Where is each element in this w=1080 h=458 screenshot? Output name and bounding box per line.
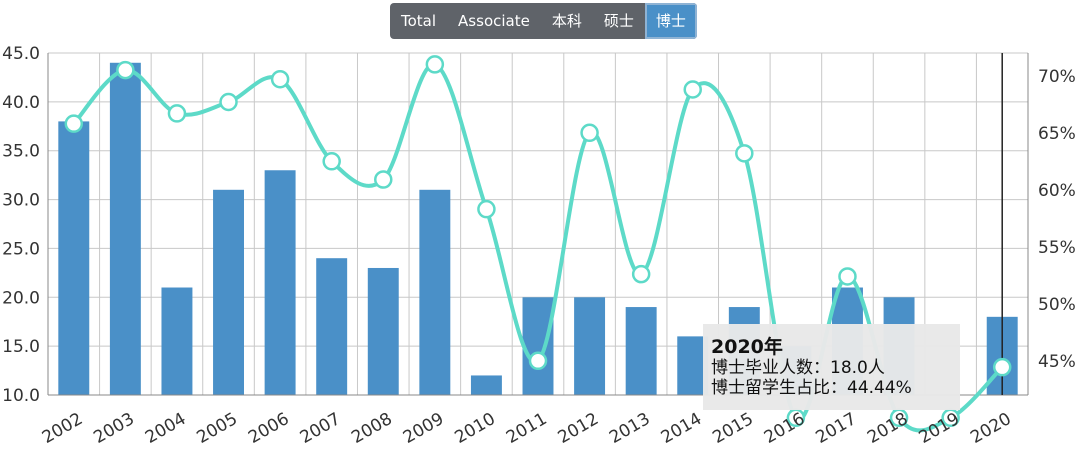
line-series (64, 55, 1012, 433)
point-2002 (64, 114, 84, 133)
y-left-tick: 25.0 (2, 239, 40, 259)
bar-2011 (522, 297, 554, 395)
y-left-tick: 20.0 (2, 288, 40, 308)
point-2017 (838, 267, 857, 286)
y-left-tick: 35.0 (2, 142, 40, 162)
point-2009 (425, 55, 445, 74)
point-2013 (631, 264, 651, 284)
x-tick-2013: 2013 (606, 409, 653, 448)
x-tick-2004: 2004 (142, 409, 189, 448)
x-axis-labels: 2002 2003 2004 2005 2006 2007 2008 2009 2010 2011… (39, 409, 1015, 448)
y-left-tick: 10.0 (2, 386, 40, 406)
x-tick-2002: 2002 (39, 409, 86, 448)
chart-tooltip: 2020年 博士毕业人数：18.0人 博士留学生占比：44.44% (703, 324, 960, 410)
x-tick-2007: 2007 (297, 409, 344, 448)
bar-2008 (367, 267, 399, 395)
x-tick-2010: 2010 (451, 409, 498, 448)
x-tick-2005: 2005 (194, 409, 241, 448)
bar-2006 (264, 170, 296, 395)
y-right-tick: 70% (1038, 67, 1076, 87)
x-tick-2015: 2015 (709, 409, 756, 448)
y-right-tick: 50% (1038, 295, 1076, 315)
x-tick-2008: 2008 (348, 409, 395, 448)
y-left-tick: 30.0 (2, 191, 40, 211)
point-2012 (580, 123, 599, 143)
tab-bachelor[interactable]: 本科 (551, 12, 582, 30)
y-right-tick: 55% (1038, 238, 1076, 258)
bar-2013 (625, 307, 657, 395)
point-2010 (477, 199, 496, 219)
y-right-tick: 45% (1038, 352, 1076, 372)
tab-master[interactable]: 硕士 (603, 12, 634, 30)
bar-2009 (419, 189, 451, 395)
y-right-tick: 65% (1038, 124, 1076, 144)
x-tick-2009: 2009 (400, 409, 447, 448)
tab-phd[interactable]: 博士 (644, 3, 697, 39)
point-2006 (270, 69, 290, 89)
y-axis-labels: 10.0 15.0 20.0 25.0 30.0 35.0 40.0 45.0 45% 50% 55… (2, 44, 1076, 406)
point-2005 (219, 92, 238, 112)
degree-tab-bar: Total Associate 本科 硕士 博士 (390, 3, 697, 39)
point-2008 (374, 170, 393, 189)
bar-2012 (574, 297, 606, 395)
x-tick-2012: 2012 (555, 409, 602, 448)
point-2020 (992, 357, 1012, 377)
bar-2003 (109, 62, 141, 396)
x-tick-2016: 2016 (761, 409, 808, 448)
y-right-tick: 60% (1038, 181, 1076, 201)
x-tick-2014: 2014 (658, 409, 705, 448)
point-2015 (735, 144, 754, 163)
x-tick-2003: 2003 (90, 409, 137, 448)
y-left-tick: 45.0 (2, 44, 40, 64)
y-left-tick: 15.0 (2, 337, 40, 357)
bar-2005 (213, 189, 244, 395)
x-tick-2017: 2017 (813, 409, 860, 448)
x-tick-2018: 2018 (864, 409, 911, 448)
y-left-tick: 40.0 (2, 93, 40, 113)
point-2007 (322, 152, 341, 171)
point-2004 (167, 104, 187, 123)
bar-2007 (316, 258, 348, 395)
bar-2002 (58, 121, 90, 396)
point-2014 (683, 80, 702, 99)
tooltip-count: 博士毕业人数：18.0人 (711, 358, 885, 378)
tooltip-ratio: 博士留学生占比：44.44% (711, 378, 912, 398)
tooltip-title: 2020年 (711, 336, 783, 358)
bar-2004 (161, 287, 193, 395)
point-2011 (528, 351, 548, 371)
tab-associate[interactable]: Associate (458, 12, 530, 30)
point-2003 (116, 60, 135, 80)
x-tick-2011: 2011 (503, 409, 550, 448)
x-tick-2006: 2006 (245, 409, 292, 448)
x-tick-2020: 2020 (967, 409, 1014, 448)
tab-total[interactable]: Total (401, 12, 437, 30)
bar-2010 (470, 375, 502, 395)
x-tick-2019: 2019 (916, 409, 963, 448)
